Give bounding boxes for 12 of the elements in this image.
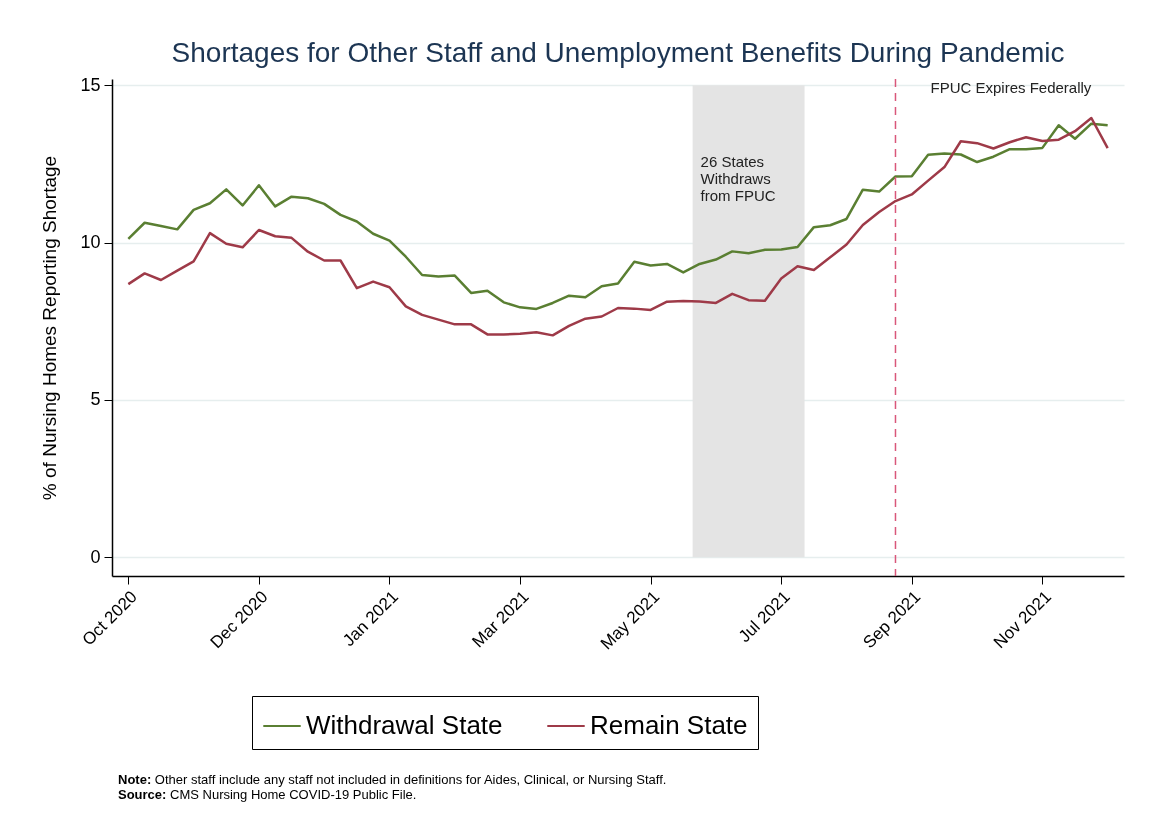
chart-title: Shortages for Other Staff and Unemployment Benefits During Pandemic — [171, 37, 1065, 69]
legend-label: Withdrawal State — [306, 710, 503, 740]
text: Note: Other staff include any staff not included in definitions for Aides, Clinical, or Nursing Staff. — [118, 772, 667, 787]
band-label: 26 States Withdraws from FPUC — [700, 153, 776, 205]
y-tick-label: 5 — [90, 389, 101, 410]
y-axis-title: % of Nursing Homes Reporting Shortage — [39, 155, 61, 501]
ref-line-label: FPUC Expires Federally — [930, 79, 1092, 96]
y-tick-label: 10 — [80, 232, 101, 253]
source-note: Source: CMS Nursing Home COVID-19 Public File. — [118, 787, 418, 802]
legend-label: Remain State — [590, 710, 748, 740]
y-tick-label: 15 — [80, 74, 101, 95]
y-tick-label: 0 — [90, 546, 101, 567]
